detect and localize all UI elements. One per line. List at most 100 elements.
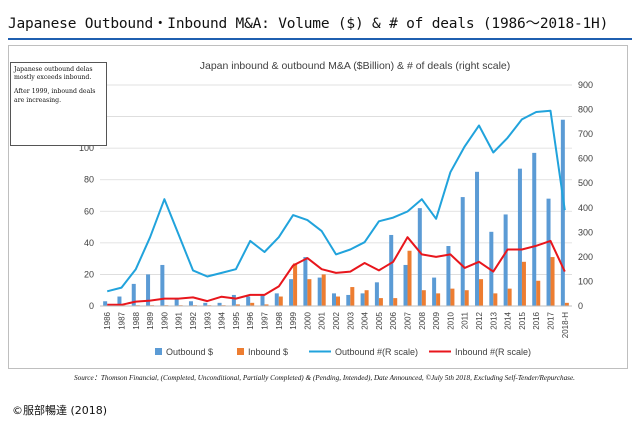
x-tick-label: 2007 xyxy=(404,311,413,329)
bar-outbound- xyxy=(432,277,437,306)
x-tick-label: 2006 xyxy=(389,311,398,329)
x-tick-label: 1991 xyxy=(175,311,184,329)
x-tick-label: 1988 xyxy=(132,311,141,329)
bar-outbound- xyxy=(489,231,494,306)
bar-outbound- xyxy=(303,257,308,306)
bar-outbound- xyxy=(274,293,279,306)
bar-outbound- xyxy=(246,296,251,306)
bar-outbound- xyxy=(260,294,265,306)
y-left-tick-label: 60 xyxy=(84,206,94,216)
line-outbound-#-r-scale- xyxy=(106,109,566,293)
bar-outbound- xyxy=(503,214,508,306)
bar-outbound- xyxy=(289,279,294,306)
annotation-line-2: After 1999, inbound deals are increasing… xyxy=(14,88,96,104)
legend-swatch xyxy=(237,348,244,355)
x-tick-label: 2009 xyxy=(432,311,441,329)
bar-outbound- xyxy=(417,208,422,306)
y-left-tick-label: 0 xyxy=(89,301,94,311)
bar-inbound- xyxy=(350,287,355,306)
bar-outbound- xyxy=(146,274,151,306)
bar-inbound- xyxy=(393,298,398,306)
x-tick-label: 2000 xyxy=(303,311,312,329)
x-tick-label: 2003 xyxy=(346,311,355,329)
bar-inbound- xyxy=(450,288,455,306)
x-tick-label: 2005 xyxy=(375,311,384,329)
y-right-tick-label: 500 xyxy=(578,178,593,188)
bar-outbound- xyxy=(117,296,122,306)
bar-inbound- xyxy=(479,279,484,306)
x-tick-label: 1987 xyxy=(117,311,126,329)
bar-inbound- xyxy=(321,274,326,306)
bar-outbound- xyxy=(103,301,108,306)
bar-outbound- xyxy=(217,302,222,306)
bar-inbound- xyxy=(436,293,441,306)
bar-inbound- xyxy=(293,263,298,306)
annotation-line-1: Japanese outbound delas mostly exceeds i… xyxy=(14,66,93,82)
y-right-tick-label: 300 xyxy=(578,227,593,237)
bar-outbound- xyxy=(203,302,208,306)
legend-label: Outbound #(R scale) xyxy=(335,347,418,357)
bar-inbound- xyxy=(307,279,312,306)
x-tick-label: 1998 xyxy=(275,311,284,329)
y-left-tick-label: 40 xyxy=(84,238,94,248)
bar-inbound- xyxy=(421,290,426,306)
bar-inbound- xyxy=(536,280,541,306)
y-axis-right: 0 100 200 300 400 500 600 700 800 900 xyxy=(578,80,593,311)
bar-inbound- xyxy=(336,296,341,306)
x-tick-label: 1992 xyxy=(189,311,198,329)
slide-title: Japanese Outbound・Inbound M&A: Volume ($… xyxy=(8,16,609,32)
legend-swatch xyxy=(155,348,162,355)
bar-inbound- xyxy=(235,304,240,306)
bar-inbound- xyxy=(364,290,369,306)
x-tick-label: 2014 xyxy=(504,311,513,329)
y-right-tick-label: 900 xyxy=(578,80,593,90)
bar-inbound- xyxy=(521,261,526,306)
y-right-tick-label: 600 xyxy=(578,154,593,164)
x-tick-label: 1990 xyxy=(160,311,169,329)
bar-outbound- xyxy=(360,293,365,306)
copyright: ©服部暢達 (2018) xyxy=(12,404,108,417)
x-tick-label: 2004 xyxy=(361,311,370,329)
x-tick-label: 2012 xyxy=(475,311,484,329)
x-tick-label: 2011 xyxy=(461,311,470,329)
bars xyxy=(103,119,569,306)
bar-inbound- xyxy=(493,293,498,306)
y-right-tick-label: 800 xyxy=(578,105,593,115)
bar-inbound- xyxy=(264,304,269,306)
legend-label: Inbound #(R scale) xyxy=(455,347,531,357)
series-lines xyxy=(106,109,566,306)
bar-inbound- xyxy=(407,250,412,306)
bar-inbound- xyxy=(550,257,555,306)
legend-label: Inbound $ xyxy=(248,347,288,357)
x-tick-label: 2001 xyxy=(318,311,327,329)
line-inbound-#-r-scale- xyxy=(107,236,566,306)
bar-inbound- xyxy=(378,298,383,306)
y-right-tick-label: 200 xyxy=(578,252,593,262)
bar-inbound- xyxy=(507,288,512,306)
x-tick-label: 2017 xyxy=(547,311,556,329)
x-tick-label: 1996 xyxy=(246,311,255,329)
x-tick-label: 2015 xyxy=(518,311,527,329)
x-tick-label: 1997 xyxy=(260,311,269,329)
bar-outbound- xyxy=(532,152,537,306)
y-right-tick-label: 400 xyxy=(578,203,593,213)
x-tick-label: 1986 xyxy=(103,311,112,329)
x-tick-label: 2008 xyxy=(418,311,427,329)
bar-outbound- xyxy=(188,301,193,306)
bar-outbound- xyxy=(446,246,451,306)
y-right-tick-label: 100 xyxy=(578,276,593,286)
bar-outbound- xyxy=(560,119,565,306)
bar-outbound- xyxy=(546,198,551,306)
source-note: Source：Thomson Financial, (Completed, Un… xyxy=(74,374,575,382)
y-left-tick-label: 100 xyxy=(79,143,94,153)
x-tick-label: 2016 xyxy=(532,311,541,329)
x-tick-label: 2010 xyxy=(446,311,455,329)
x-axis: 1986 1987 1988 1989 1990 1991 1992 1993 1994 1995… xyxy=(100,305,572,338)
x-tick-label: 2002 xyxy=(332,311,341,329)
legend-label: Outbound $ xyxy=(166,347,213,357)
y-left-tick-label: 80 xyxy=(84,175,94,185)
y-right-tick-label: 0 xyxy=(578,301,583,311)
bar-outbound- xyxy=(231,294,236,306)
bar-inbound- xyxy=(278,296,283,306)
